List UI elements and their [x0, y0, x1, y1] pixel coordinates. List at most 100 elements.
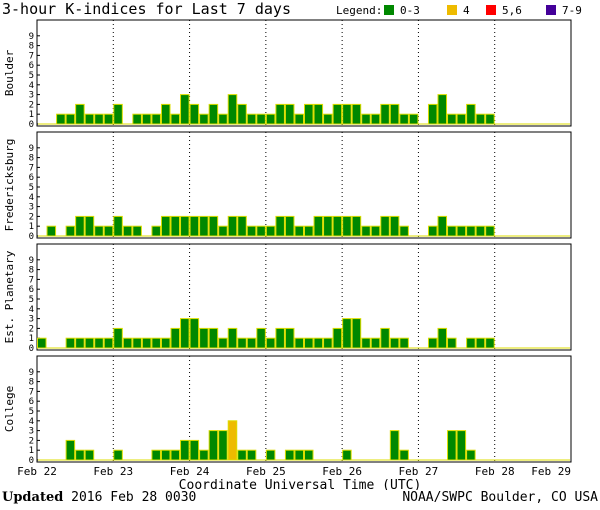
y-tick-label: 1 — [29, 110, 34, 120]
k-index-bar — [122, 337, 133, 349]
k-index-bar — [84, 215, 95, 237]
k-index-bar — [189, 215, 200, 237]
k-index-bar — [399, 225, 409, 237]
updated-value: 2016 Feb 28 0030 — [71, 490, 197, 505]
k-index-bar — [246, 113, 257, 125]
x-tick-label: Feb 23 — [93, 465, 133, 478]
y-tick-label: 1 — [29, 222, 34, 232]
legend-label: Legend: — [336, 4, 382, 17]
k-index-bar — [132, 337, 142, 349]
k-index-bar — [94, 225, 104, 237]
k-index-bar — [408, 113, 419, 125]
k-index-bar — [294, 449, 305, 461]
k-index-bar — [389, 103, 400, 125]
k-index-bar — [475, 337, 486, 349]
y-tick-label: 5 — [29, 295, 34, 305]
k-index-bar — [284, 215, 295, 237]
k-index-bar — [160, 449, 171, 461]
k-index-bar — [218, 337, 228, 349]
k-index-bar — [75, 103, 85, 125]
k-index-bar — [75, 215, 85, 237]
y-tick-label: 2 — [29, 324, 34, 334]
y-tick-label: 3 — [29, 427, 34, 437]
k-index-bar — [65, 113, 76, 125]
k-index-bar — [342, 215, 352, 237]
k-index-bar — [199, 215, 209, 237]
k-index-bar — [180, 94, 190, 125]
y-tick-label: 9 — [29, 368, 34, 378]
legend-label-5-6: 5,6 — [502, 4, 522, 17]
y-tick-label: 4 — [29, 305, 34, 315]
y-tick-label: 0 — [29, 232, 34, 242]
chart-title: 3-hour K-indices for Last 7 days — [2, 0, 291, 18]
k-index-bar — [304, 449, 314, 461]
x-tick-label: Feb 28 — [475, 465, 515, 478]
k-index-bar — [256, 327, 266, 349]
k-index-bar — [208, 215, 219, 237]
k-index-bar — [265, 225, 276, 237]
k-index-bar — [75, 337, 85, 349]
k-index-bar — [256, 113, 266, 125]
y-tick-label: 4 — [29, 81, 34, 91]
k-index-bar — [389, 337, 400, 349]
k-index-bar — [275, 327, 285, 349]
k-index-bar — [332, 327, 343, 349]
k-index-bar — [151, 449, 161, 461]
k-index-bar — [122, 225, 133, 237]
k-index-bar — [189, 318, 200, 349]
k-index-bar — [170, 327, 181, 349]
y-tick-label: 7 — [29, 51, 34, 61]
k-index-bar — [447, 430, 457, 461]
x-tick-label: Feb 22 — [17, 465, 57, 478]
k-index-bar — [332, 215, 343, 237]
k-index-bar — [56, 113, 66, 125]
k-index-bar — [199, 327, 209, 349]
k-index-bar — [218, 225, 228, 237]
k-index-bar — [265, 113, 276, 125]
k-index-bar — [208, 103, 219, 125]
k-index-bar — [389, 430, 400, 461]
k-index-bar — [160, 215, 171, 237]
y-tick-label: 9 — [29, 144, 34, 154]
k-index-bar — [304, 337, 314, 349]
updated-timestamp: Updated 2016 Feb 28 0030 — [2, 490, 196, 505]
legend: Legend: 0-3 4 5,6 7-9 — [336, 4, 582, 17]
y-tick-label: 3 — [29, 315, 34, 325]
k-index-bar — [342, 318, 352, 349]
credit-text: NOAA/SWPC Boulder, CO USA — [402, 490, 598, 505]
k-index-bar — [361, 337, 371, 349]
k-index-bar — [313, 103, 324, 125]
legend-swatch-7-9 — [546, 5, 556, 15]
k-index-bar — [256, 225, 266, 237]
k-index-bar — [447, 337, 457, 349]
k-index-bar — [313, 215, 324, 237]
y-tick-label: 8 — [29, 42, 34, 52]
legend-swatch-4 — [447, 5, 457, 15]
k-index-bar — [475, 225, 486, 237]
y-tick-label: 9 — [29, 32, 34, 42]
x-tick-label: Feb 29 — [531, 465, 571, 478]
k-index-bar — [456, 225, 467, 237]
x-tick-label: Feb 25 — [246, 465, 286, 478]
y-tick-label: 7 — [29, 275, 34, 285]
k-index-bar — [380, 215, 390, 237]
k-index-bar — [351, 318, 362, 349]
y-tick-label: 2 — [29, 436, 34, 446]
k-index-bar — [103, 113, 114, 125]
k-index-bar — [199, 449, 209, 461]
k-index-bar — [46, 225, 57, 237]
k-index-bar — [370, 337, 381, 349]
k-index-bar — [485, 113, 495, 125]
panel-frame — [36, 131, 572, 239]
y-tick-label: 4 — [29, 417, 34, 427]
k-index-bar — [65, 337, 76, 349]
k-index-bar — [170, 215, 181, 237]
k-index-bar — [361, 113, 371, 125]
panel-frame — [36, 355, 572, 463]
legend-label-0-3: 0-3 — [400, 4, 420, 17]
x-tick-label: Feb 24 — [170, 465, 210, 478]
k-index-bar — [466, 225, 476, 237]
k-index-bar — [113, 327, 123, 349]
